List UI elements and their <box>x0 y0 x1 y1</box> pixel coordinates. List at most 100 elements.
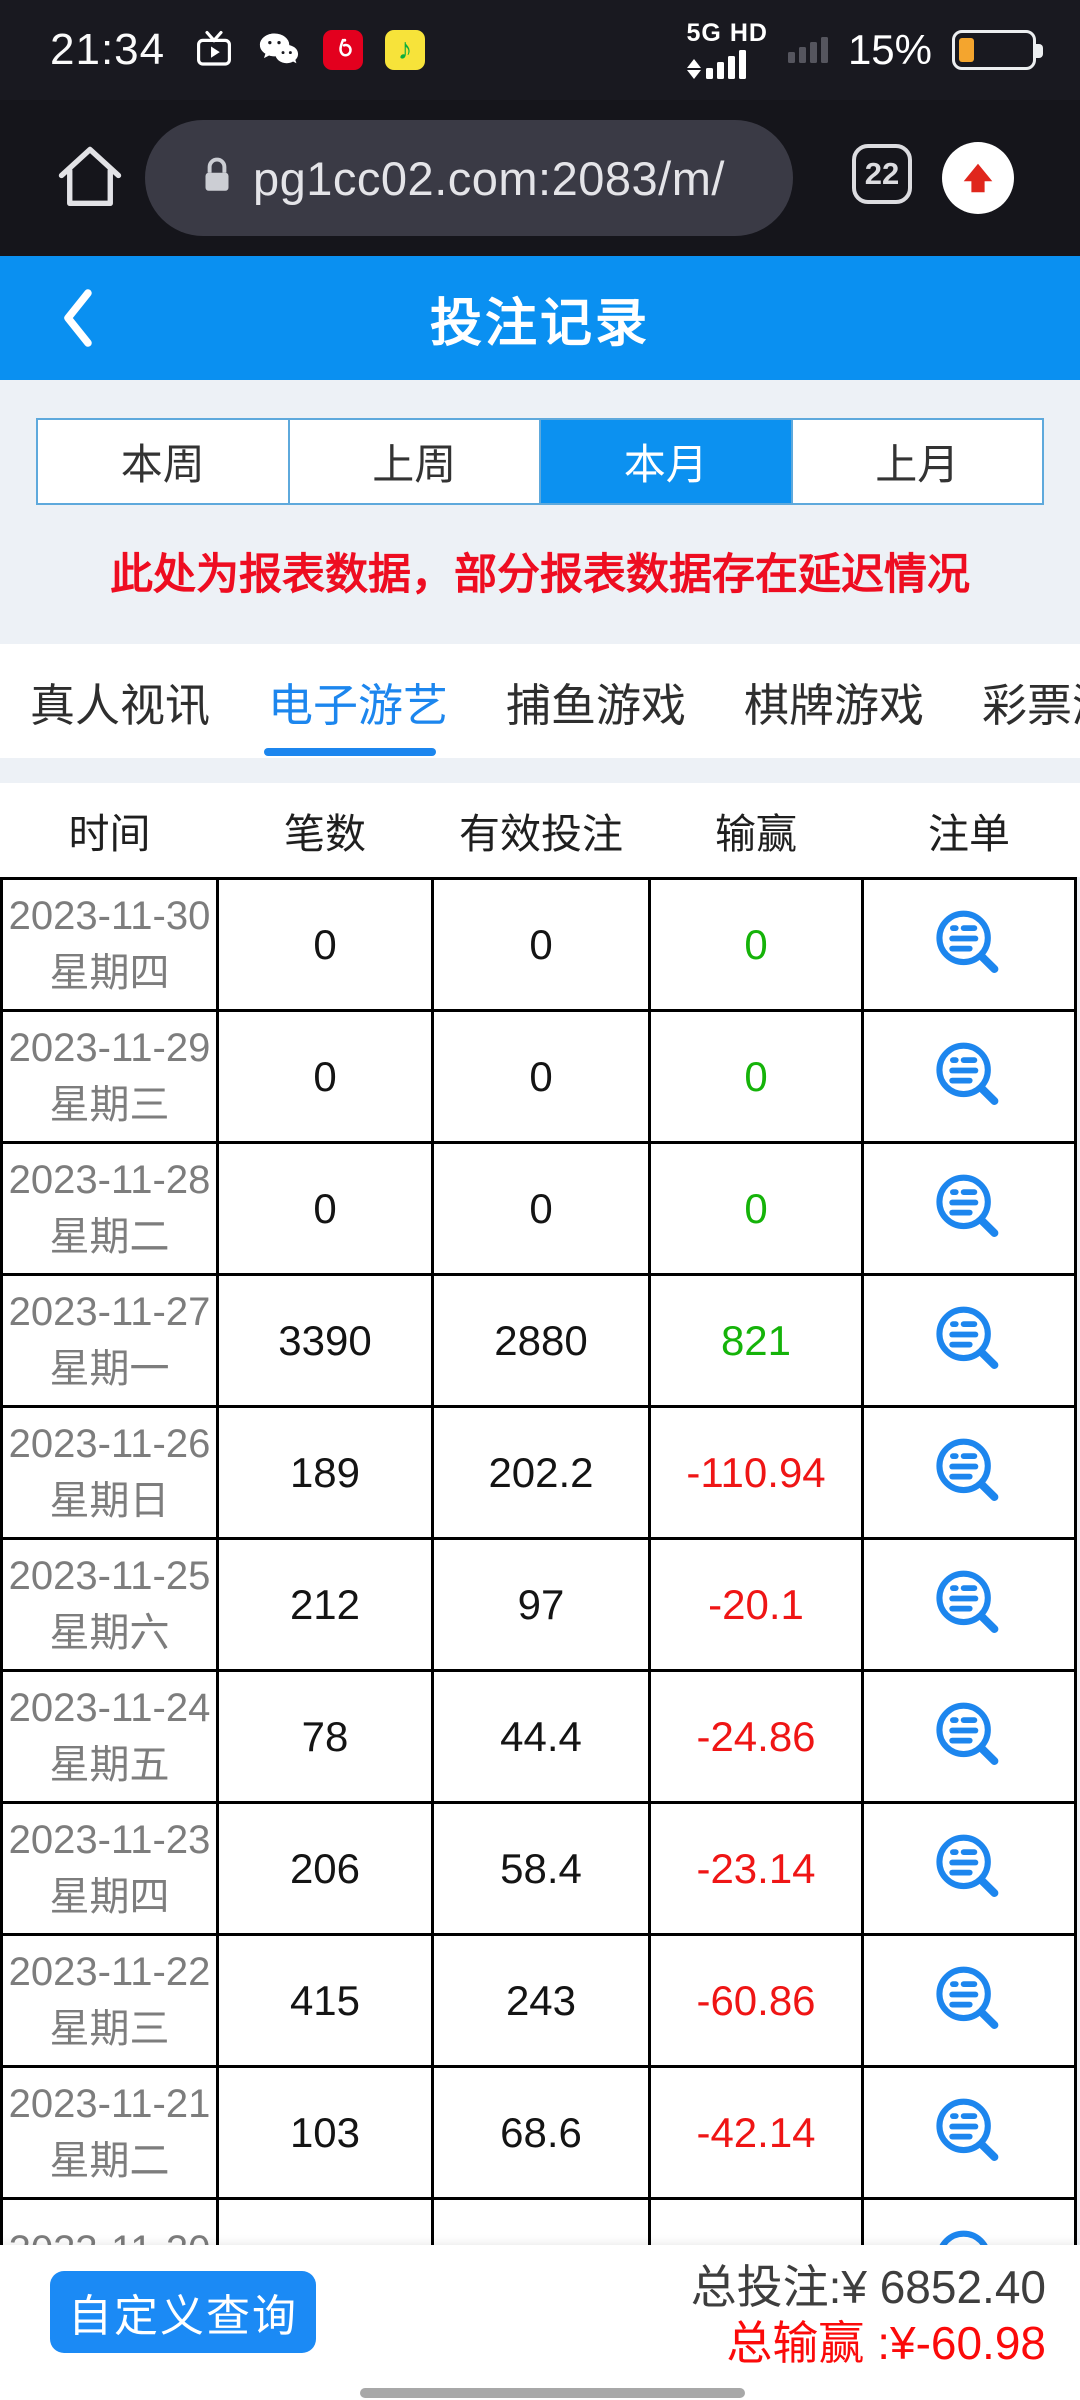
cell-win-loss: -23.14 <box>651 1804 864 1933</box>
cell-ticket-detail[interactable] <box>864 1144 1077 1273</box>
weekday-text: 星期二 <box>49 1214 170 1259</box>
horizontal-scrollbar[interactable] <box>360 2388 745 2398</box>
tab-this-week[interactable]: 本周 <box>38 420 290 503</box>
cell-ticket-detail[interactable] <box>864 1408 1077 1537</box>
cell-valid-bet: 243 <box>434 1936 651 2065</box>
page-header: 投注记录 <box>0 256 1080 380</box>
col-header-ticket: 注单 <box>928 811 1010 857</box>
custom-query-button[interactable]: 自定义查询 <box>50 2271 316 2353</box>
magnifier-list-icon <box>936 1174 999 1237</box>
tab-slots[interactable]: 电子游艺 <box>268 679 449 731</box>
table-row: 2023-11-23 星期四 206 58.4 -23.14 <box>3 1801 1077 1933</box>
cell-win-loss: 0 <box>651 1012 864 1141</box>
date-text: 2023-11-21 <box>8 2082 211 2127</box>
table-row: 2023-11-26 星期日 189 202.2 -110.94 <box>3 1405 1077 1537</box>
cell-date: 2023-11-28 星期二 <box>3 1144 219 1273</box>
cell-valid-bet: 0 <box>434 1012 651 1141</box>
date-text: 2023-11-25 <box>8 1554 211 1599</box>
cell-ticket-detail[interactable] <box>864 880 1077 1009</box>
cell-date: 2023-11-21 星期二 <box>3 2068 219 2197</box>
weekday-text: 星期一 <box>49 1346 170 1391</box>
tab-counter[interactable]: 22 <box>852 144 912 204</box>
tab-last-week[interactable]: 上周 <box>290 420 541 503</box>
battery-icon <box>952 30 1043 70</box>
cell-ticket-detail[interactable] <box>864 1672 1077 1801</box>
wechat-icon <box>257 29 301 71</box>
tab-fishing[interactable]: 捕鱼游戏 <box>506 679 687 731</box>
data-arrows-icon <box>686 59 701 79</box>
home-icon[interactable] <box>52 140 128 221</box>
cell-count: 78 <box>219 1672 434 1801</box>
cell-win-loss: 0 <box>651 880 864 1009</box>
date-text: 2023-11-29 <box>8 1026 211 1071</box>
magnifier-list-icon <box>936 2098 999 2161</box>
cell-ticket-detail[interactable] <box>864 1276 1077 1405</box>
cell-ticket-detail[interactable] <box>864 1540 1077 1669</box>
weekday-text: 星期四 <box>49 950 170 995</box>
col-header-valid-bet: 有效投注 <box>459 811 623 857</box>
cell-valid-bet: 58.4 <box>434 1804 651 1933</box>
lock-icon <box>197 153 237 204</box>
table-row: 2023-11-21 星期二 103 68.6 -42.14 <box>3 2065 1077 2197</box>
cell-count: 189 <box>219 1408 434 1537</box>
date-text: 2023-11-24 <box>8 1686 211 1731</box>
cell-date: 2023-11-27 星期一 <box>3 1276 219 1405</box>
cell-ticket-detail[interactable] <box>864 1804 1077 1933</box>
weekday-text: 星期六 <box>49 1610 170 1655</box>
tab-this-month[interactable]: 本月 <box>541 420 793 503</box>
cell-date: 2023-11-30 星期四 <box>3 880 219 1009</box>
cell-date: 2023-11-29 星期三 <box>3 1012 219 1141</box>
tab-last-month[interactable]: 上月 <box>875 441 960 488</box>
notification-icons: ♪ <box>193 29 426 71</box>
table-body: 2023-11-30 星期四 0 0 0 2023-11-29 星期三 0 0 … <box>0 877 1077 2329</box>
status-bar: 21:34 ♪ 5G HD 15% <box>0 0 1080 100</box>
cell-count: 103 <box>219 2068 434 2197</box>
cell-win-loss: -110.94 <box>651 1408 864 1537</box>
table-row: 2023-11-24 星期五 78 44.4 -24.86 <box>3 1669 1077 1801</box>
cell-date: 2023-11-25 星期六 <box>3 1540 219 1669</box>
network-indicator: 5G HD <box>686 21 768 79</box>
cell-date: 2023-11-23 星期四 <box>3 1804 219 1933</box>
weekday-text: 星期二 <box>49 2138 170 2183</box>
weekday-text: 星期三 <box>49 1082 170 1127</box>
tab-live-casino[interactable]: 真人视讯 <box>30 679 211 731</box>
weekday-text: 星期四 <box>49 1874 170 1919</box>
date-text: 2023-11-30 <box>8 894 211 939</box>
tab-lottery[interactable]: 彩票游戏 <box>982 679 1080 731</box>
cell-ticket-detail[interactable] <box>864 2068 1077 2197</box>
cell-ticket-detail[interactable] <box>864 1936 1077 2065</box>
address-bar[interactable]: pg1cc02.com:2083/m/ <box>145 120 793 236</box>
status-right-cluster: 5G HD 15% <box>686 0 1043 100</box>
url-text: pg1cc02.com:2083/m/ <box>253 151 725 205</box>
weekday-text: 星期五 <box>49 1742 170 1787</box>
cell-win-loss: -60.86 <box>651 1936 864 2065</box>
cell-win-loss: -42.14 <box>651 2068 864 2197</box>
cell-count: 0 <box>219 880 434 1009</box>
magnifier-list-icon <box>936 1834 999 1897</box>
cell-valid-bet: 2880 <box>434 1276 651 1405</box>
date-text: 2023-11-22 <box>8 1950 211 1995</box>
cell-ticket-detail[interactable] <box>864 1012 1077 1141</box>
cell-valid-bet: 44.4 <box>434 1672 651 1801</box>
table-row: 2023-11-25 星期六 212 97 -20.1 <box>3 1537 1077 1669</box>
total-bet-text: 总投注:¥ 6852.40 <box>690 2261 1046 2313</box>
magnifier-list-icon <box>936 1966 999 2029</box>
magnifier-list-icon <box>936 1042 999 1105</box>
cell-date: 2023-11-26 星期日 <box>3 1408 219 1537</box>
tab-board-games[interactable]: 棋牌游戏 <box>744 679 925 731</box>
totals-summary: 总投注:¥ 6852.40 总输赢 :¥-60.98 <box>691 2259 1046 2371</box>
back-button[interactable] <box>44 256 110 380</box>
table-header: 时间 笔数 有效投注 输赢 注单 <box>0 783 1080 877</box>
col-header-time: 时间 <box>68 811 151 857</box>
magnifier-list-icon <box>936 1702 999 1765</box>
table-row: 2023-11-30 星期四 0 0 0 <box>3 877 1077 1009</box>
cell-valid-bet: 97 <box>434 1540 651 1669</box>
clock: 21:34 <box>50 25 166 74</box>
update-arrow-icon[interactable] <box>942 142 1014 214</box>
col-header-count: 笔数 <box>284 811 366 857</box>
cell-valid-bet: 202.2 <box>434 1408 651 1537</box>
date-text: 2023-11-23 <box>8 1818 211 1863</box>
cell-date: 2023-11-24 星期五 <box>3 1672 219 1801</box>
magnifier-list-icon <box>936 910 999 973</box>
netease-music-icon <box>323 30 364 70</box>
